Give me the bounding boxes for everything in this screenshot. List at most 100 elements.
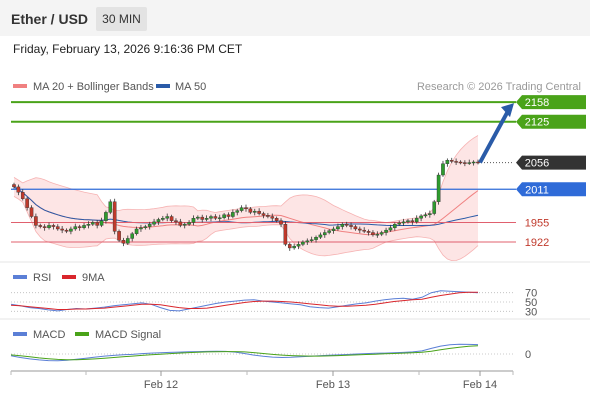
candle-body [231,212,235,217]
bollinger-lower-line [13,196,479,262]
candle-body [371,232,375,236]
candle-body [226,214,231,217]
candle-body [99,220,104,226]
candle-body [309,239,314,242]
candle-body [121,240,126,244]
candle-body [463,162,467,164]
candle-body [388,227,393,231]
candle-body [51,225,56,227]
timeframe-button[interactable]: 30 MIN [96,7,147,31]
chart-header: Ether / USD 30 MIN [0,0,590,36]
candle-body [108,201,113,213]
candle-body [73,226,78,230]
candle-body [217,217,222,219]
candle-body [47,225,51,228]
candle-body [283,224,288,245]
candle-body [130,233,134,239]
resistance-price-label: 2158 [525,97,549,109]
candle-body [375,234,380,236]
ma50-legend-swatch [156,84,170,88]
candle-body [244,207,248,210]
rsi-legend-swatch [13,275,27,279]
candle-body [257,210,261,214]
candle-body [349,225,353,227]
candle-body [287,244,292,249]
pivot-price-label: 2011 [525,184,549,196]
candle-body [165,216,170,219]
bollinger-band-fill [14,135,478,261]
candle-body [25,198,29,208]
macd-zero-label: 0 [525,349,531,361]
candle-body [454,161,458,163]
rsi-level-label: 70 [525,288,537,300]
last-price-price-label: 2056 [525,158,549,170]
time-axis-label: Feb 14 [463,379,497,391]
candle-body [82,225,86,228]
ma20-legend-label: MA 20 + Bollinger Bands [33,81,154,93]
candle-body [366,231,371,233]
candle-body [476,161,480,164]
rsi-line [10,290,479,312]
candle-body [353,226,358,230]
candle-body [204,218,209,220]
candle-body [393,224,397,228]
candle-body [55,226,60,230]
ma20-legend-swatch [13,84,27,88]
candle-body [296,244,301,247]
candle-body [126,238,130,244]
candle-body [147,224,152,227]
candle-body [467,162,472,164]
candle-body [358,228,362,231]
candle-body [252,210,257,213]
candle-body [266,215,270,217]
candle-body [222,214,226,218]
candle-body [29,207,34,217]
candle-body [209,216,213,219]
candle-body [143,226,148,228]
macd-legend-swatch [13,332,27,336]
candle-body [274,218,279,221]
resistance-price-tag [516,114,586,129]
support-level-label: 1922 [525,237,549,249]
candle-body [161,218,165,220]
candle-body [95,222,99,226]
candle-body [471,161,476,164]
candle-body [331,228,336,231]
candle-body [139,227,143,230]
candle-body [86,224,91,226]
candle-body [156,219,161,223]
candle-body [64,229,69,232]
macd-line [10,343,479,362]
candle-body [414,218,419,223]
candle-body [182,224,187,226]
rsi-ma-legend-swatch [62,275,76,279]
candle-body [90,222,95,225]
main-plot-area: 2158 2125 2056 2011 1955 1922 [11,95,586,262]
candle-body [117,231,121,241]
time-axis-label: Feb 13 [316,379,350,391]
candle-body [235,210,240,213]
candle-body [301,241,305,245]
candle-body [104,212,108,221]
macd-signal-line [10,345,479,361]
ma50-legend-label: MA 50 [175,81,206,93]
candle-body [213,216,218,219]
candle-body [292,245,296,249]
resistance-price-label: 2125 [525,117,549,129]
candle-body [270,216,275,219]
candle-body [239,207,244,211]
candle-body [449,160,454,162]
macd-signal-legend-swatch [75,332,89,336]
copyright-text: Research © 2026 Trading Central [417,81,581,93]
macd-legend-label: MACD [33,329,65,341]
candle-body [340,224,345,227]
candle-body [318,234,323,238]
candle-body [200,216,205,220]
candle-body [34,216,38,226]
candle-body [248,208,253,213]
candle-body [428,213,432,215]
candle-body [423,214,428,217]
candle-body [196,216,200,219]
projection-arrow-head [501,103,514,118]
